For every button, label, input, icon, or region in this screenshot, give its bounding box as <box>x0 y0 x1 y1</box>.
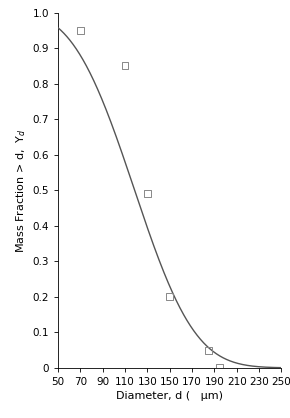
Point <box>145 191 150 197</box>
Point <box>78 27 83 34</box>
Point <box>206 347 211 354</box>
Point <box>167 293 172 300</box>
Y-axis label: Mass Fraction > d,  Y$_d$: Mass Fraction > d, Y$_d$ <box>14 128 28 252</box>
Point <box>218 364 222 371</box>
Point <box>123 63 127 69</box>
X-axis label: Diameter, d (   μm): Diameter, d ( μm) <box>116 391 223 401</box>
